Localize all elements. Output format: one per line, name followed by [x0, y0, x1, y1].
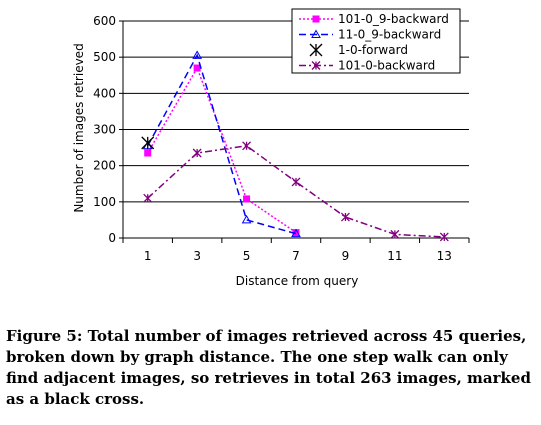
legend-label: 11-0_9-backward: [338, 28, 441, 42]
legend-marker: [309, 43, 323, 57]
data-point: [241, 214, 252, 224]
x-tick-label: 3: [193, 249, 201, 263]
data-point: [291, 177, 301, 187]
x-tick-label: 1: [144, 249, 152, 263]
data-point: [141, 136, 155, 150]
x-tick-label: 9: [342, 249, 350, 263]
x-tick-label: 11: [387, 249, 402, 263]
y-tick-label: 0: [108, 231, 116, 245]
data-point: [340, 212, 350, 222]
legend-entry: 101-0_9-backward: [299, 12, 449, 26]
x-tick-label: 5: [243, 249, 251, 263]
legend-marker: [312, 15, 320, 23]
y-tick-label: 600: [93, 14, 116, 28]
x-tick-label: 7: [292, 249, 300, 263]
legend-label: 1-0-forward: [338, 43, 408, 57]
data-point: [143, 193, 153, 203]
series-101-0-9-backward: [144, 64, 300, 237]
axes: [119, 20, 470, 243]
data-point: [242, 141, 252, 151]
series-line: [147, 144, 445, 238]
data-point: [144, 149, 152, 157]
data-point: [192, 50, 203, 59]
x-tick-label: 13: [437, 249, 452, 263]
legend-marker: [311, 29, 321, 38]
data-point: [291, 228, 301, 238]
y-tick-label: 400: [93, 86, 116, 100]
legend-marker: [311, 61, 321, 70]
data-point: [390, 229, 400, 239]
series-101-0-backward: [143, 141, 449, 242]
y-tick-label: 100: [93, 195, 116, 209]
legend-label: 101-0_9-backward: [338, 12, 449, 26]
data-point: [192, 148, 202, 158]
legend: 101-0_9-backward 11-0_9-backward1-0-forwa…: [291, 8, 461, 74]
series-11-0-9-backward: [142, 50, 301, 238]
figure-caption: Figure 5: Total number of images retriev…: [6, 327, 531, 408]
y-tick-label: 500: [93, 50, 116, 64]
series-line: [147, 53, 297, 235]
legend-entry: 1-0-forward: [309, 43, 408, 57]
y-tick-label: 300: [93, 123, 116, 137]
y-axis-title: Number of images retrieved: [72, 43, 86, 212]
data-point: [193, 64, 201, 72]
legend-entry: 101-0-backward: [299, 59, 435, 73]
legend-label: 101-0-backward: [338, 59, 435, 73]
series-group: [141, 50, 449, 242]
data-point: [243, 195, 251, 203]
x-axis-title: Distance from query: [236, 274, 359, 288]
y-tick-label: 200: [93, 159, 116, 173]
series-1-0-forward: [141, 136, 155, 150]
data-point: [439, 232, 449, 242]
legend-entry: 11-0_9-backward: [299, 28, 441, 42]
series-line: [147, 66, 297, 234]
